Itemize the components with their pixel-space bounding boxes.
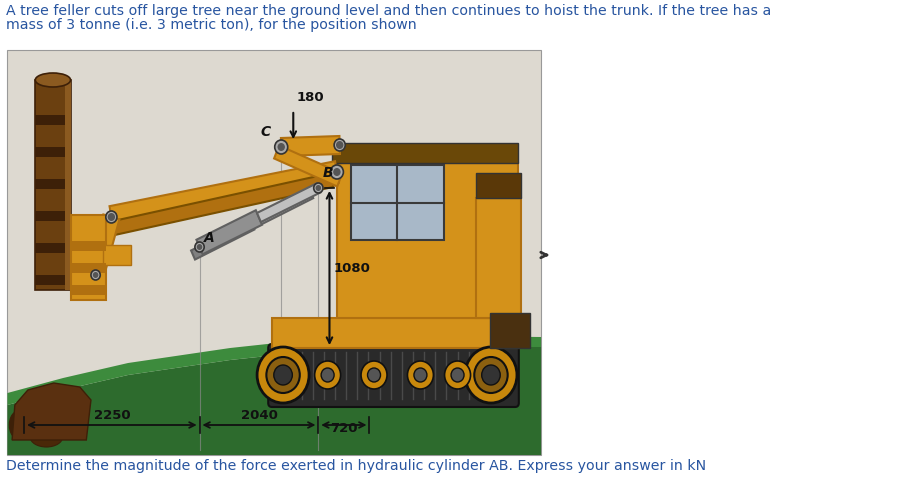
Ellipse shape (35, 73, 71, 87)
Text: B: B (323, 166, 334, 180)
Bar (35, 179, 71, 189)
Circle shape (316, 185, 321, 191)
Bar (35, 80, 71, 290)
Polygon shape (7, 335, 541, 405)
Text: A: A (204, 231, 215, 245)
Text: 180: 180 (297, 91, 325, 104)
Circle shape (107, 213, 115, 221)
FancyBboxPatch shape (268, 344, 519, 407)
Bar (35, 275, 71, 285)
Circle shape (330, 165, 343, 179)
Circle shape (368, 368, 380, 382)
Circle shape (474, 357, 508, 393)
Circle shape (106, 211, 117, 223)
Polygon shape (7, 347, 541, 455)
Polygon shape (251, 192, 313, 228)
Bar (337, 163, 518, 318)
Circle shape (414, 368, 427, 382)
Bar (476, 198, 521, 318)
Bar (35, 243, 71, 253)
Circle shape (334, 139, 345, 151)
Circle shape (408, 361, 433, 389)
Polygon shape (281, 136, 340, 156)
Bar (35, 115, 71, 125)
Polygon shape (109, 161, 339, 228)
Bar (71, 285, 106, 295)
Circle shape (315, 361, 340, 389)
Text: A tree feller cuts off large tree near the ground level and then continues to ho: A tree feller cuts off large tree near t… (6, 4, 772, 18)
Polygon shape (274, 146, 342, 187)
Bar (35, 211, 71, 221)
Circle shape (361, 361, 387, 389)
Text: 2250: 2250 (94, 409, 130, 422)
Circle shape (336, 141, 343, 149)
Text: 720: 720 (330, 422, 358, 435)
Text: Determine the magnitude of the force exerted in hydraulic cylinder AB. Express y: Determine the magnitude of the force exe… (6, 459, 707, 473)
Bar (35, 147, 71, 157)
Polygon shape (12, 383, 91, 440)
Polygon shape (87, 214, 119, 278)
Circle shape (321, 368, 334, 382)
Circle shape (314, 183, 323, 193)
Circle shape (278, 143, 285, 151)
Polygon shape (257, 184, 320, 222)
Text: 2040: 2040 (240, 409, 278, 422)
Circle shape (481, 365, 501, 385)
Bar (7, 50, 541, 455)
Bar (71, 263, 106, 273)
Circle shape (267, 357, 299, 393)
Circle shape (451, 368, 464, 382)
Text: mass of 3 tonne (i.e. 3 metric ton), for the position shown: mass of 3 tonne (i.e. 3 metric ton), for… (6, 18, 418, 32)
Circle shape (93, 272, 98, 278)
Text: C: C (261, 125, 271, 139)
Bar (65, 80, 71, 290)
Bar (332, 143, 518, 163)
Polygon shape (191, 221, 255, 260)
Text: 1080: 1080 (333, 262, 370, 275)
Polygon shape (108, 173, 334, 236)
Polygon shape (332, 150, 365, 165)
Ellipse shape (9, 411, 28, 439)
Circle shape (91, 270, 100, 280)
Polygon shape (197, 210, 262, 254)
Circle shape (274, 365, 292, 385)
Bar (272, 318, 522, 348)
Circle shape (275, 140, 288, 154)
Bar (476, 173, 521, 198)
Bar (351, 165, 444, 240)
Circle shape (258, 347, 309, 403)
Bar (103, 245, 131, 265)
Bar (490, 313, 530, 348)
Circle shape (445, 361, 470, 389)
Ellipse shape (30, 427, 63, 447)
Circle shape (197, 244, 202, 250)
Bar (71, 215, 106, 300)
Ellipse shape (64, 405, 85, 435)
Circle shape (465, 347, 517, 403)
Bar (71, 241, 106, 251)
Circle shape (195, 242, 204, 252)
Circle shape (333, 168, 340, 176)
